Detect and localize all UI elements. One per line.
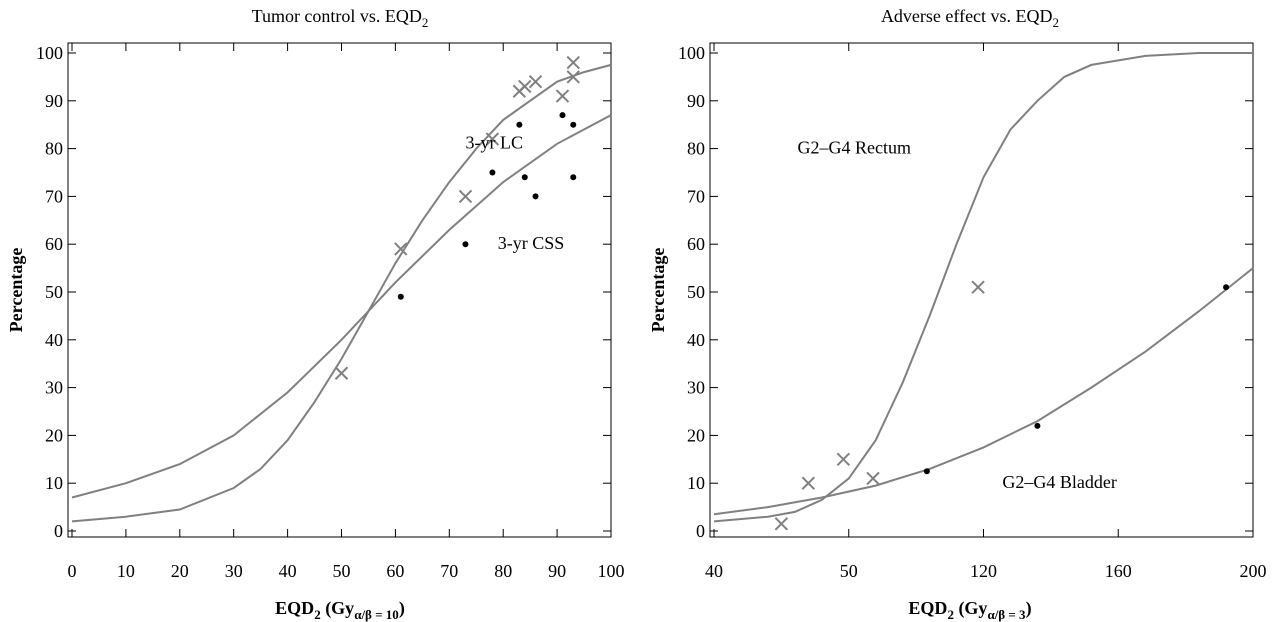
chart-tumor-control: Tumor control vs. EQD2 0 10 20 30 40 50 60 70 80… <box>6 6 625 622</box>
dot-marker <box>462 241 469 248</box>
fit-curve <box>71 114 612 499</box>
x-marker <box>394 242 408 256</box>
x-marker <box>334 366 349 380</box>
x-tick-label: 160 <box>1105 561 1132 581</box>
y-tick-label: 0 <box>54 521 63 541</box>
chart-title: Tumor control vs. EQD2 <box>252 6 429 30</box>
x-tick-label: 90 <box>548 561 566 581</box>
x-tick-label: 200 <box>1240 561 1267 581</box>
y-tick-label: 90 <box>687 91 705 111</box>
dot-marker <box>516 121 523 128</box>
dot-marker <box>397 293 404 300</box>
y-tick-label: 20 <box>687 425 705 445</box>
dot-marker <box>521 174 528 181</box>
plot-frame <box>709 42 1254 538</box>
axis-ticks: 0 10 20 30 40 50 60 70 80 90 100 0 10 20 30 40 50 60 70 80 9… <box>36 43 625 581</box>
annotation-rectum: G2–G4 Rectum <box>798 137 911 157</box>
x-tick-label: 120 <box>970 561 997 581</box>
y-tick-label: 40 <box>687 330 705 350</box>
x-marker <box>485 132 500 146</box>
x-marker <box>528 74 543 89</box>
x-marker <box>801 476 816 490</box>
y-tick-label: 80 <box>687 139 705 159</box>
y-tick-label: 40 <box>45 330 63 350</box>
axis-ticks: 0 10 20 30 40 50 60 70 80 90 100 40 50 120 160 200 <box>678 43 1267 581</box>
y-tick-label: 20 <box>45 425 63 445</box>
y-tick-label: 80 <box>45 139 63 159</box>
x-tick-label: 40 <box>705 561 723 581</box>
dot-marker <box>489 169 496 176</box>
y-tick-label: 30 <box>45 378 63 398</box>
dot-marker <box>532 193 539 200</box>
fit-curve <box>713 267 1254 516</box>
x-tick-label: 50 <box>840 561 858 581</box>
fit-curve <box>71 63 612 523</box>
x-marker <box>458 189 473 204</box>
fit-curve <box>713 52 1253 523</box>
y-tick-label: 90 <box>45 91 63 111</box>
y-axis-label: Percentage <box>648 248 668 333</box>
dot-marker <box>1223 284 1230 291</box>
x-marker <box>566 55 580 70</box>
dot-marker <box>570 174 577 181</box>
plot-frame <box>67 42 612 538</box>
x-tick-label: 40 <box>279 561 297 581</box>
y-tick-label: 10 <box>687 473 705 493</box>
plot-marks <box>713 52 1254 531</box>
x-tick-label: 50 <box>333 561 351 581</box>
y-tick-label: 60 <box>687 234 705 254</box>
x-marker <box>774 517 789 531</box>
x-tick-label: 20 <box>171 561 189 581</box>
dot-marker <box>570 121 577 128</box>
x-axis-label: EQD2 (Gyα/β = 3) <box>908 598 1031 622</box>
x-marker <box>971 280 985 294</box>
chart-adverse-effect: Adverse effect vs. EQD2 0 10 20 30 40 50 60 70 8… <box>648 6 1267 622</box>
x-marker <box>555 89 570 103</box>
y-tick-label: 60 <box>45 234 63 254</box>
x-tick-label: 100 <box>598 561 625 581</box>
plot-marks <box>71 55 612 523</box>
x-tick-label: 0 <box>68 561 77 581</box>
x-marker <box>518 79 532 94</box>
chart-title: Adverse effect vs. EQD2 <box>881 6 1059 30</box>
x-marker <box>866 471 880 486</box>
y-tick-label: 50 <box>45 282 63 302</box>
y-tick-label: 10 <box>45 473 63 493</box>
annotation-lc: 3-yr LC <box>465 133 522 153</box>
x-tick-label: 80 <box>494 561 512 581</box>
x-tick-label: 70 <box>440 561 458 581</box>
x-tick-label: 60 <box>386 561 404 581</box>
y-tick-label: 100 <box>678 43 705 63</box>
x-tick-label: 30 <box>225 561 243 581</box>
y-tick-label: 50 <box>687 282 705 302</box>
y-tick-label: 0 <box>696 521 705 541</box>
x-axis-label: EQD2 (Gyα/β = 10) <box>275 598 405 622</box>
dot-marker <box>1034 422 1041 429</box>
y-axis-label: Percentage <box>6 248 26 333</box>
y-tick-label: 30 <box>687 378 705 398</box>
y-tick-label: 100 <box>36 43 63 63</box>
y-tick-label: 70 <box>687 186 705 206</box>
dot-marker <box>559 112 566 119</box>
annotation-css: 3-yr CSS <box>498 233 565 253</box>
x-marker <box>836 452 851 467</box>
x-tick-label: 10 <box>117 561 135 581</box>
dot-marker <box>923 468 930 475</box>
y-tick-label: 70 <box>45 186 63 206</box>
annotation-bladder: G2–G4 Bladder <box>1002 472 1116 492</box>
x-marker <box>566 70 580 84</box>
